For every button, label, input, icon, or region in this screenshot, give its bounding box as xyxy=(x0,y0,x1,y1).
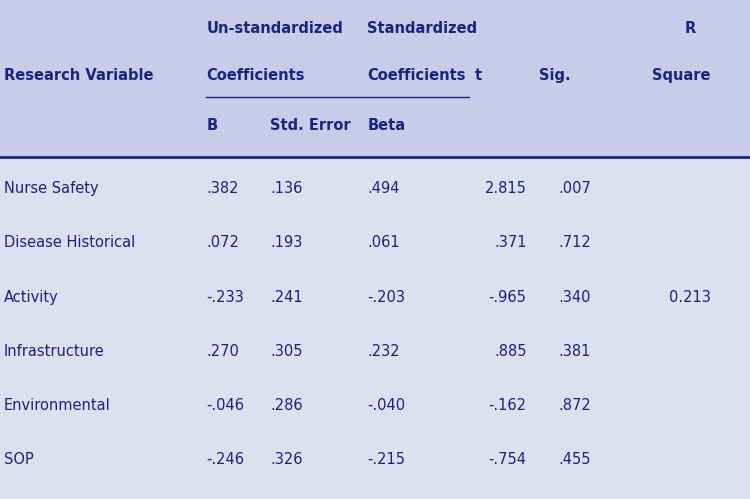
Text: .381: .381 xyxy=(559,344,591,359)
Text: .494: .494 xyxy=(368,181,400,196)
Text: .072: .072 xyxy=(206,236,239,250)
Text: Std. Error: Std. Error xyxy=(270,118,350,133)
Text: -.754: -.754 xyxy=(488,453,526,468)
Text: -.046: -.046 xyxy=(206,398,245,413)
Text: Disease Historical: Disease Historical xyxy=(4,236,135,250)
Text: .382: .382 xyxy=(206,181,238,196)
Text: Coefficients: Coefficients xyxy=(368,68,466,83)
Text: 0.213: 0.213 xyxy=(669,289,711,305)
Text: Research Variable: Research Variable xyxy=(4,68,153,83)
Text: .193: .193 xyxy=(270,236,302,250)
Text: .455: .455 xyxy=(559,453,591,468)
Text: -.215: -.215 xyxy=(368,453,406,468)
Text: -.162: -.162 xyxy=(488,398,526,413)
Text: B: B xyxy=(206,118,218,133)
Bar xyxy=(0,157,750,499)
Text: .241: .241 xyxy=(270,289,302,305)
Text: .340: .340 xyxy=(559,289,591,305)
Text: Un-standardized: Un-standardized xyxy=(206,21,343,36)
Text: .061: .061 xyxy=(368,236,400,250)
Text: t: t xyxy=(475,68,482,83)
Text: Environmental: Environmental xyxy=(4,398,110,413)
Text: -.965: -.965 xyxy=(489,289,526,305)
Text: .371: .371 xyxy=(494,236,526,250)
Text: Sig.: Sig. xyxy=(539,68,571,83)
Text: .136: .136 xyxy=(270,181,302,196)
Bar xyxy=(0,0,750,157)
Text: Activity: Activity xyxy=(4,289,58,305)
Text: -.246: -.246 xyxy=(206,453,245,468)
Text: .270: .270 xyxy=(206,344,239,359)
Text: Infrastructure: Infrastructure xyxy=(4,344,104,359)
Text: Standardized: Standardized xyxy=(368,21,478,36)
Text: .712: .712 xyxy=(558,236,591,250)
Text: 2.815: 2.815 xyxy=(484,181,526,196)
Text: Beta: Beta xyxy=(368,118,406,133)
Text: .326: .326 xyxy=(270,453,302,468)
Text: .286: .286 xyxy=(270,398,302,413)
Text: .232: .232 xyxy=(368,344,400,359)
Text: .007: .007 xyxy=(558,181,591,196)
Text: R: R xyxy=(684,21,696,36)
Text: Coefficients: Coefficients xyxy=(206,68,304,83)
Text: .885: .885 xyxy=(494,344,526,359)
Text: -.040: -.040 xyxy=(368,398,406,413)
Text: -.203: -.203 xyxy=(368,289,406,305)
Text: Square: Square xyxy=(652,68,710,83)
Text: SOP: SOP xyxy=(4,453,34,468)
Text: .305: .305 xyxy=(270,344,302,359)
Text: Nurse Safety: Nurse Safety xyxy=(4,181,98,196)
Text: -.233: -.233 xyxy=(206,289,244,305)
Text: .872: .872 xyxy=(558,398,591,413)
